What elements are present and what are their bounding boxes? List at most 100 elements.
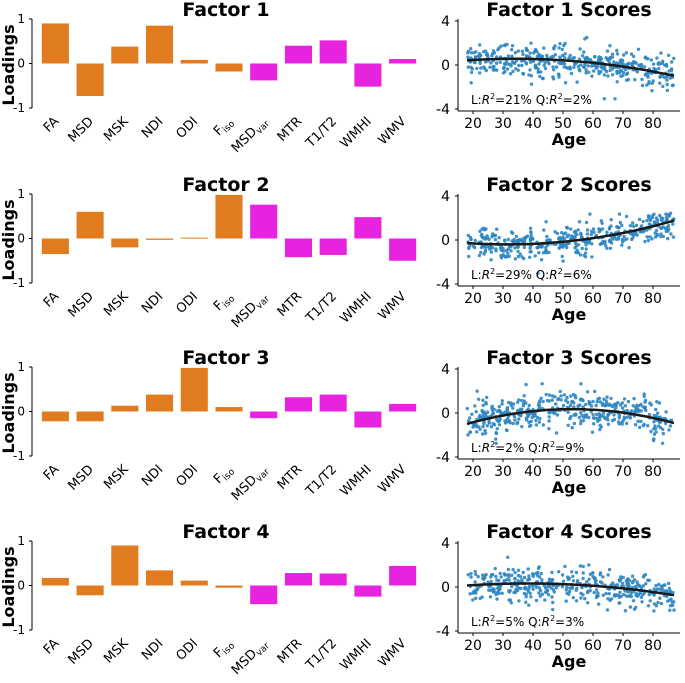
- factor-3-scores-chart: Factor 3 Scores40-420 30 40 50 60 70 80AgeL:R2…: [436, 347, 680, 497]
- data-point: [556, 232, 559, 235]
- data-point: [489, 258, 492, 261]
- data-point: [467, 50, 470, 53]
- data-point: [615, 404, 618, 407]
- data-point: [474, 239, 477, 242]
- y-tick-label: 1: [17, 12, 25, 26]
- data-point: [484, 432, 487, 435]
- data-point: [575, 599, 578, 602]
- data-point: [509, 63, 512, 66]
- bar-t1-t2: [320, 573, 347, 585]
- category-label: Fiso: [211, 289, 238, 316]
- data-point: [658, 421, 661, 424]
- data-point: [654, 408, 657, 411]
- data-point: [510, 601, 513, 604]
- data-point: [501, 399, 504, 402]
- data-point: [593, 390, 596, 393]
- data-point: [473, 580, 476, 583]
- data-point: [591, 571, 594, 574]
- category-label: MSD: [65, 114, 96, 145]
- data-point: [659, 232, 662, 235]
- data-point: [566, 226, 569, 229]
- category-label-main: MSD: [65, 462, 96, 493]
- data-point: [573, 422, 576, 425]
- data-point: [571, 426, 574, 429]
- scatter-points: [466, 36, 675, 101]
- data-point: [631, 575, 634, 578]
- annotation-part: R: [542, 441, 550, 455]
- data-point: [672, 608, 675, 611]
- data-point: [661, 85, 664, 88]
- data-point: [527, 73, 530, 76]
- data-point: [625, 215, 628, 218]
- category-label-main: WMV: [376, 462, 410, 496]
- bar-wmv: [389, 566, 416, 586]
- data-point: [578, 47, 581, 50]
- data-point: [482, 413, 485, 416]
- data-point: [626, 415, 629, 418]
- data-point: [482, 50, 485, 53]
- bar-t1-t2: [320, 395, 347, 412]
- data-point: [662, 225, 665, 228]
- y-tick-label: -1: [13, 449, 25, 463]
- data-point: [652, 437, 655, 440]
- data-point: [581, 577, 584, 580]
- bar-msd: [77, 212, 104, 239]
- data-point: [586, 64, 589, 67]
- data-point: [609, 247, 612, 250]
- data-point: [472, 245, 475, 248]
- data-point: [646, 424, 649, 427]
- data-point: [597, 602, 600, 605]
- data-point: [620, 69, 623, 72]
- data-point: [553, 44, 556, 47]
- data-point: [575, 80, 578, 83]
- data-point: [588, 402, 591, 405]
- data-point: [470, 413, 473, 416]
- data-point: [563, 56, 566, 59]
- data-point: [672, 57, 675, 60]
- data-point: [542, 251, 545, 254]
- data-point: [505, 255, 508, 258]
- data-point: [598, 415, 601, 418]
- data-point: [523, 399, 526, 402]
- x-tick-label: 40: [524, 116, 542, 132]
- data-point: [569, 54, 572, 57]
- x-tick-label: 40: [524, 291, 542, 307]
- data-point: [565, 396, 568, 399]
- y-tick-label: -1: [13, 276, 25, 290]
- data-point: [644, 406, 647, 409]
- data-point: [514, 51, 517, 54]
- data-point: [478, 43, 481, 46]
- data-point: [477, 398, 480, 401]
- bar-fa: [42, 578, 69, 586]
- data-point: [517, 599, 520, 602]
- r-squared-annotation: L:R2=29% Q:R2=6%: [471, 267, 592, 282]
- data-point: [600, 222, 603, 225]
- category-label-main: NDI: [139, 114, 166, 141]
- y-axis-label: Loadings: [0, 24, 18, 105]
- data-point: [636, 583, 639, 586]
- data-point: [627, 400, 630, 403]
- data-point: [658, 82, 661, 85]
- data-point: [521, 50, 524, 53]
- data-point: [563, 565, 566, 568]
- data-point: [643, 423, 646, 426]
- data-point: [608, 568, 611, 571]
- data-point: [540, 572, 543, 575]
- data-point: [658, 597, 661, 600]
- category-label-main: MSK: [101, 114, 132, 145]
- bar-msd: [77, 64, 104, 96]
- data-point: [494, 249, 497, 252]
- data-point: [655, 229, 658, 232]
- data-point: [579, 232, 582, 235]
- data-point: [635, 224, 638, 227]
- data-point: [571, 400, 574, 403]
- data-point: [527, 567, 530, 570]
- data-point: [667, 54, 670, 57]
- data-point: [542, 228, 545, 231]
- data-point: [655, 400, 658, 403]
- data-point: [488, 421, 491, 424]
- y-tick-label: 0: [17, 579, 25, 593]
- data-point: [528, 256, 531, 259]
- data-point: [638, 63, 641, 66]
- data-point: [499, 572, 502, 575]
